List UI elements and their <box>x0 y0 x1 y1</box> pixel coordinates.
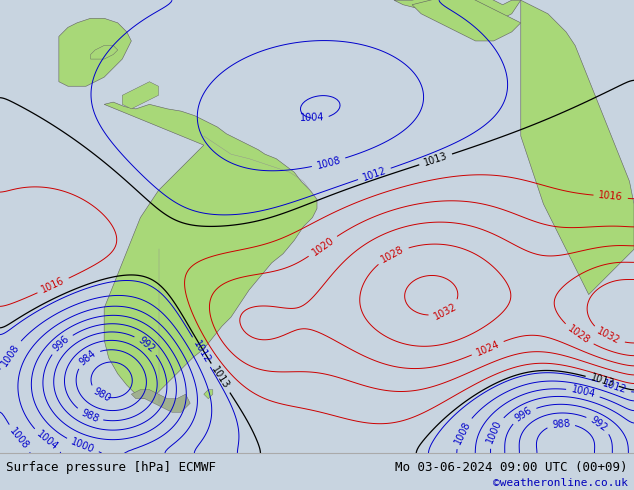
Text: 1004: 1004 <box>299 113 324 123</box>
Text: 1016: 1016 <box>598 191 623 203</box>
Text: 1000: 1000 <box>70 436 96 455</box>
Text: Surface pressure [hPa] ECMWF: Surface pressure [hPa] ECMWF <box>6 461 216 474</box>
Text: 988: 988 <box>79 408 100 424</box>
Text: 1032: 1032 <box>595 326 622 346</box>
Text: 1028: 1028 <box>566 324 592 346</box>
Text: 1008: 1008 <box>8 426 31 451</box>
Text: 1013: 1013 <box>422 151 449 168</box>
Text: 1008: 1008 <box>316 155 342 171</box>
Text: 1012: 1012 <box>601 378 628 395</box>
Polygon shape <box>204 390 213 399</box>
Text: 988: 988 <box>552 418 571 430</box>
Polygon shape <box>91 46 118 59</box>
Polygon shape <box>104 102 317 399</box>
Text: 1004: 1004 <box>570 385 596 400</box>
Text: 1013: 1013 <box>210 365 231 391</box>
Text: 1012: 1012 <box>191 339 212 365</box>
Text: 992: 992 <box>588 415 609 434</box>
Text: ©weatheronline.co.uk: ©weatheronline.co.uk <box>493 478 628 489</box>
Text: 1008: 1008 <box>453 419 472 446</box>
Text: 1004: 1004 <box>35 429 60 452</box>
Text: Mo 03-06-2024 09:00 UTC (00+09): Mo 03-06-2024 09:00 UTC (00+09) <box>395 461 628 474</box>
Text: 992: 992 <box>136 335 157 354</box>
Polygon shape <box>394 0 521 23</box>
Text: 996: 996 <box>514 405 534 424</box>
Text: 1013: 1013 <box>589 373 616 390</box>
Text: 1024: 1024 <box>474 339 501 358</box>
Text: 996: 996 <box>51 334 72 354</box>
Polygon shape <box>122 82 158 109</box>
Polygon shape <box>59 18 131 86</box>
Text: 1032: 1032 <box>432 301 458 321</box>
Text: 1012: 1012 <box>361 165 387 183</box>
Polygon shape <box>521 0 634 294</box>
Polygon shape <box>131 390 190 412</box>
Text: 1028: 1028 <box>380 245 406 265</box>
Text: 1000: 1000 <box>484 419 503 445</box>
Text: 1016: 1016 <box>40 276 67 295</box>
Text: 980: 980 <box>91 387 112 404</box>
Polygon shape <box>412 0 521 41</box>
Text: 984: 984 <box>77 348 98 368</box>
Text: 1020: 1020 <box>310 235 336 257</box>
Text: 1008: 1008 <box>0 342 22 368</box>
